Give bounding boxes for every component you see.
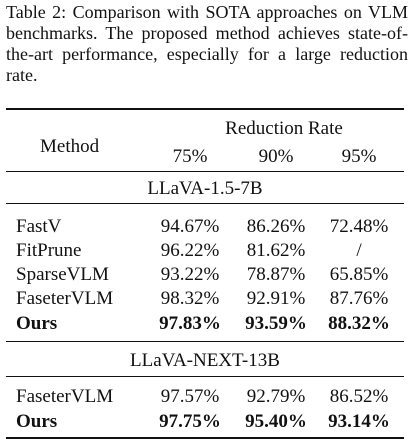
- section-title-llava-next: LLaVA-NEXT-13B: [130, 350, 280, 371]
- section-rule-3: [6, 376, 404, 377]
- row-value: 95.40%: [245, 411, 307, 432]
- row-value: 81.62%: [246, 240, 306, 261]
- results-table: Method Reduction Rate 75% 90% 95% LLaVA-…: [6, 108, 404, 440]
- bottom-rule: [6, 437, 404, 439]
- table-caption: Table 2: Comparison with SOTA approaches…: [6, 2, 408, 85]
- row-method: SparseVLM: [16, 264, 109, 285]
- row-method: FitPrune: [16, 240, 82, 261]
- row-value: 92.79%: [246, 386, 306, 407]
- row-value: 93.59%: [245, 313, 307, 334]
- row-value: 86.26%: [246, 216, 306, 237]
- section-title-llava-1-5: LLaVA-1.5-7B: [147, 178, 263, 199]
- row-value: 88.32%: [328, 313, 390, 334]
- section-rule-2: [6, 341, 404, 342]
- row-value: 97.83%: [159, 313, 221, 334]
- row-value: 98.32%: [160, 288, 220, 309]
- row-value: 65.85%: [329, 264, 389, 285]
- top-rule: [6, 108, 404, 110]
- row-value: 72.48%: [329, 216, 389, 237]
- row-value: 87.76%: [329, 288, 389, 309]
- rate-75-header: 75%: [172, 146, 208, 167]
- row-value: 86.52%: [329, 386, 389, 407]
- row-method: Ours: [16, 411, 58, 432]
- row-value: 78.87%: [246, 264, 306, 285]
- row-value: 94.67%: [160, 216, 220, 237]
- row-method: Ours: [16, 313, 58, 334]
- reduction-rate-header: Reduction Rate: [225, 118, 343, 139]
- row-value: 97.75%: [159, 411, 221, 432]
- header-rule: [6, 171, 404, 172]
- row-value: 93.22%: [160, 264, 220, 285]
- row-method: FaseterVLM: [16, 386, 114, 407]
- row-method: FastV: [16, 216, 62, 237]
- row-value: 92.91%: [246, 288, 306, 309]
- rate-90-header: 90%: [258, 146, 294, 167]
- row-value: /: [356, 240, 362, 261]
- row-value: 96.22%: [160, 240, 220, 261]
- method-header: Method: [40, 136, 100, 157]
- section-rule-1: [6, 203, 404, 204]
- row-method: FaseterVLM: [16, 288, 114, 309]
- row-value: 97.57%: [160, 386, 220, 407]
- row-value: 93.14%: [328, 411, 390, 432]
- rate-95-header: 95%: [341, 146, 377, 167]
